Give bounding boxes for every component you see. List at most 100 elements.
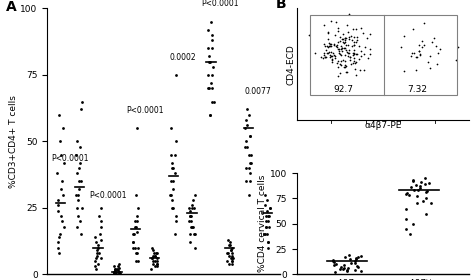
Point: [92, 240, 100, 245]
Point: [336, 34, 344, 39]
Point: [346, 50, 353, 55]
Point: [409, 178, 416, 182]
Point: [135, 259, 142, 263]
Point: [381, 13, 387, 17]
Point: [228, 256, 236, 261]
Point: [354, 35, 361, 39]
Point: [341, 40, 348, 45]
Point: [76, 160, 84, 165]
Point: [188, 206, 196, 210]
Point: [246, 152, 253, 157]
Point: [329, 259, 337, 263]
Point: [173, 214, 180, 218]
Point: [400, 34, 408, 38]
Point: [110, 269, 118, 274]
Point: [351, 61, 359, 65]
Point: [418, 45, 426, 50]
Point: [77, 232, 84, 237]
Point: [401, 68, 408, 73]
Point: [153, 259, 160, 263]
Point: [59, 192, 67, 197]
Point: [79, 99, 86, 104]
Point: [336, 62, 344, 66]
Point: [172, 139, 180, 144]
Point: [311, 50, 319, 55]
Point: [60, 224, 67, 229]
Point: [261, 192, 269, 197]
Point: [337, 265, 345, 270]
Text: B: B: [276, 0, 287, 11]
Point: [60, 160, 67, 165]
Point: [191, 232, 199, 237]
Point: [336, 71, 344, 75]
Point: [73, 139, 81, 144]
Point: [340, 41, 348, 45]
Point: [361, 45, 368, 50]
Point: [331, 270, 339, 275]
Point: [345, 47, 353, 52]
Point: [208, 73, 216, 77]
Point: [344, 51, 352, 55]
Point: [408, 51, 416, 55]
Point: [73, 206, 81, 210]
Point: [412, 55, 419, 60]
Point: [341, 255, 349, 259]
Point: [330, 263, 337, 267]
Point: [341, 64, 349, 69]
Point: [410, 51, 418, 55]
Point: [209, 46, 216, 51]
Point: [352, 257, 360, 262]
Point: [350, 43, 358, 48]
Point: [246, 134, 254, 138]
Point: [115, 265, 123, 270]
Point: [228, 259, 236, 263]
Point: [149, 254, 156, 258]
Point: [168, 179, 175, 184]
Point: [265, 214, 273, 218]
Point: [346, 257, 354, 262]
Point: [350, 35, 358, 39]
Point: [129, 246, 137, 250]
Point: [414, 188, 421, 193]
Point: [337, 46, 345, 51]
Point: [346, 37, 353, 42]
Point: [328, 59, 336, 64]
Point: [328, 54, 336, 58]
Point: [97, 219, 105, 223]
Point: [341, 36, 349, 40]
Point: [360, 52, 368, 56]
Point: [338, 46, 346, 50]
Point: [57, 214, 65, 218]
Point: [323, 48, 330, 53]
Point: [98, 237, 105, 242]
Point: [227, 248, 234, 253]
Point: [78, 107, 85, 112]
Point: [131, 219, 139, 223]
Point: [168, 152, 175, 157]
Point: [320, 23, 328, 27]
Point: [133, 251, 140, 255]
Point: [326, 41, 333, 46]
Y-axis label: %CD3+CD4+ T cells: %CD3+CD4+ T cells: [9, 95, 18, 188]
Point: [129, 240, 137, 245]
Point: [340, 45, 348, 50]
Point: [363, 118, 369, 122]
Point: [355, 255, 362, 259]
Point: [339, 58, 347, 62]
Point: [228, 251, 236, 255]
Point: [188, 203, 196, 207]
Point: [54, 198, 61, 202]
Point: [327, 53, 335, 58]
Point: [359, 31, 366, 36]
Point: [170, 187, 177, 192]
Point: [358, 49, 365, 53]
Point: [246, 134, 254, 138]
Point: [336, 51, 343, 55]
Point: [187, 214, 194, 218]
Point: [343, 23, 350, 27]
Point: [262, 214, 269, 218]
Point: [224, 237, 232, 242]
Point: [324, 30, 331, 34]
Point: [55, 113, 63, 117]
Point: [191, 192, 199, 197]
